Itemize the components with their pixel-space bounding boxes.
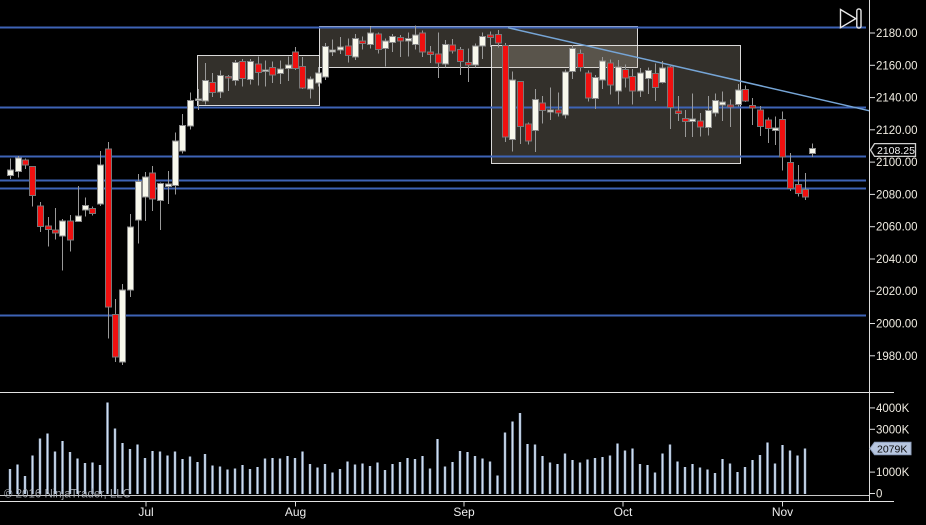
svg-text:© 2016 NinjaTrader, LLC: © 2016 NinjaTrader, LLC: [4, 489, 131, 501]
svg-text:2000.00: 2000.00: [876, 319, 918, 331]
svg-text:2080.00: 2080.00: [876, 189, 918, 201]
svg-text:2040.00: 2040.00: [876, 254, 918, 266]
svg-text:Aug: Aug: [285, 505, 306, 519]
svg-text:Nov: Nov: [772, 505, 793, 519]
svg-text:0: 0: [876, 489, 882, 501]
svg-text:2079K: 2079K: [877, 443, 907, 455]
svg-text:2160.00: 2160.00: [876, 60, 918, 72]
svg-text:2060.00: 2060.00: [876, 222, 918, 234]
svg-text:1000K: 1000K: [876, 467, 910, 479]
svg-text:3000K: 3000K: [876, 424, 910, 436]
svg-text:2140.00: 2140.00: [876, 93, 918, 105]
svg-text:Oct: Oct: [614, 505, 633, 519]
svg-text:2120.00: 2120.00: [876, 125, 918, 137]
svg-text:2020.00: 2020.00: [876, 286, 918, 298]
svg-text:2108.25: 2108.25: [877, 145, 915, 157]
svg-text:2180.00: 2180.00: [876, 28, 918, 40]
svg-text:Jul: Jul: [138, 505, 153, 519]
svg-text:1980.00: 1980.00: [876, 351, 918, 363]
svg-text:Sep: Sep: [453, 505, 475, 519]
svg-text:2100.00: 2100.00: [876, 157, 918, 169]
svg-text:4000K: 4000K: [876, 403, 910, 415]
